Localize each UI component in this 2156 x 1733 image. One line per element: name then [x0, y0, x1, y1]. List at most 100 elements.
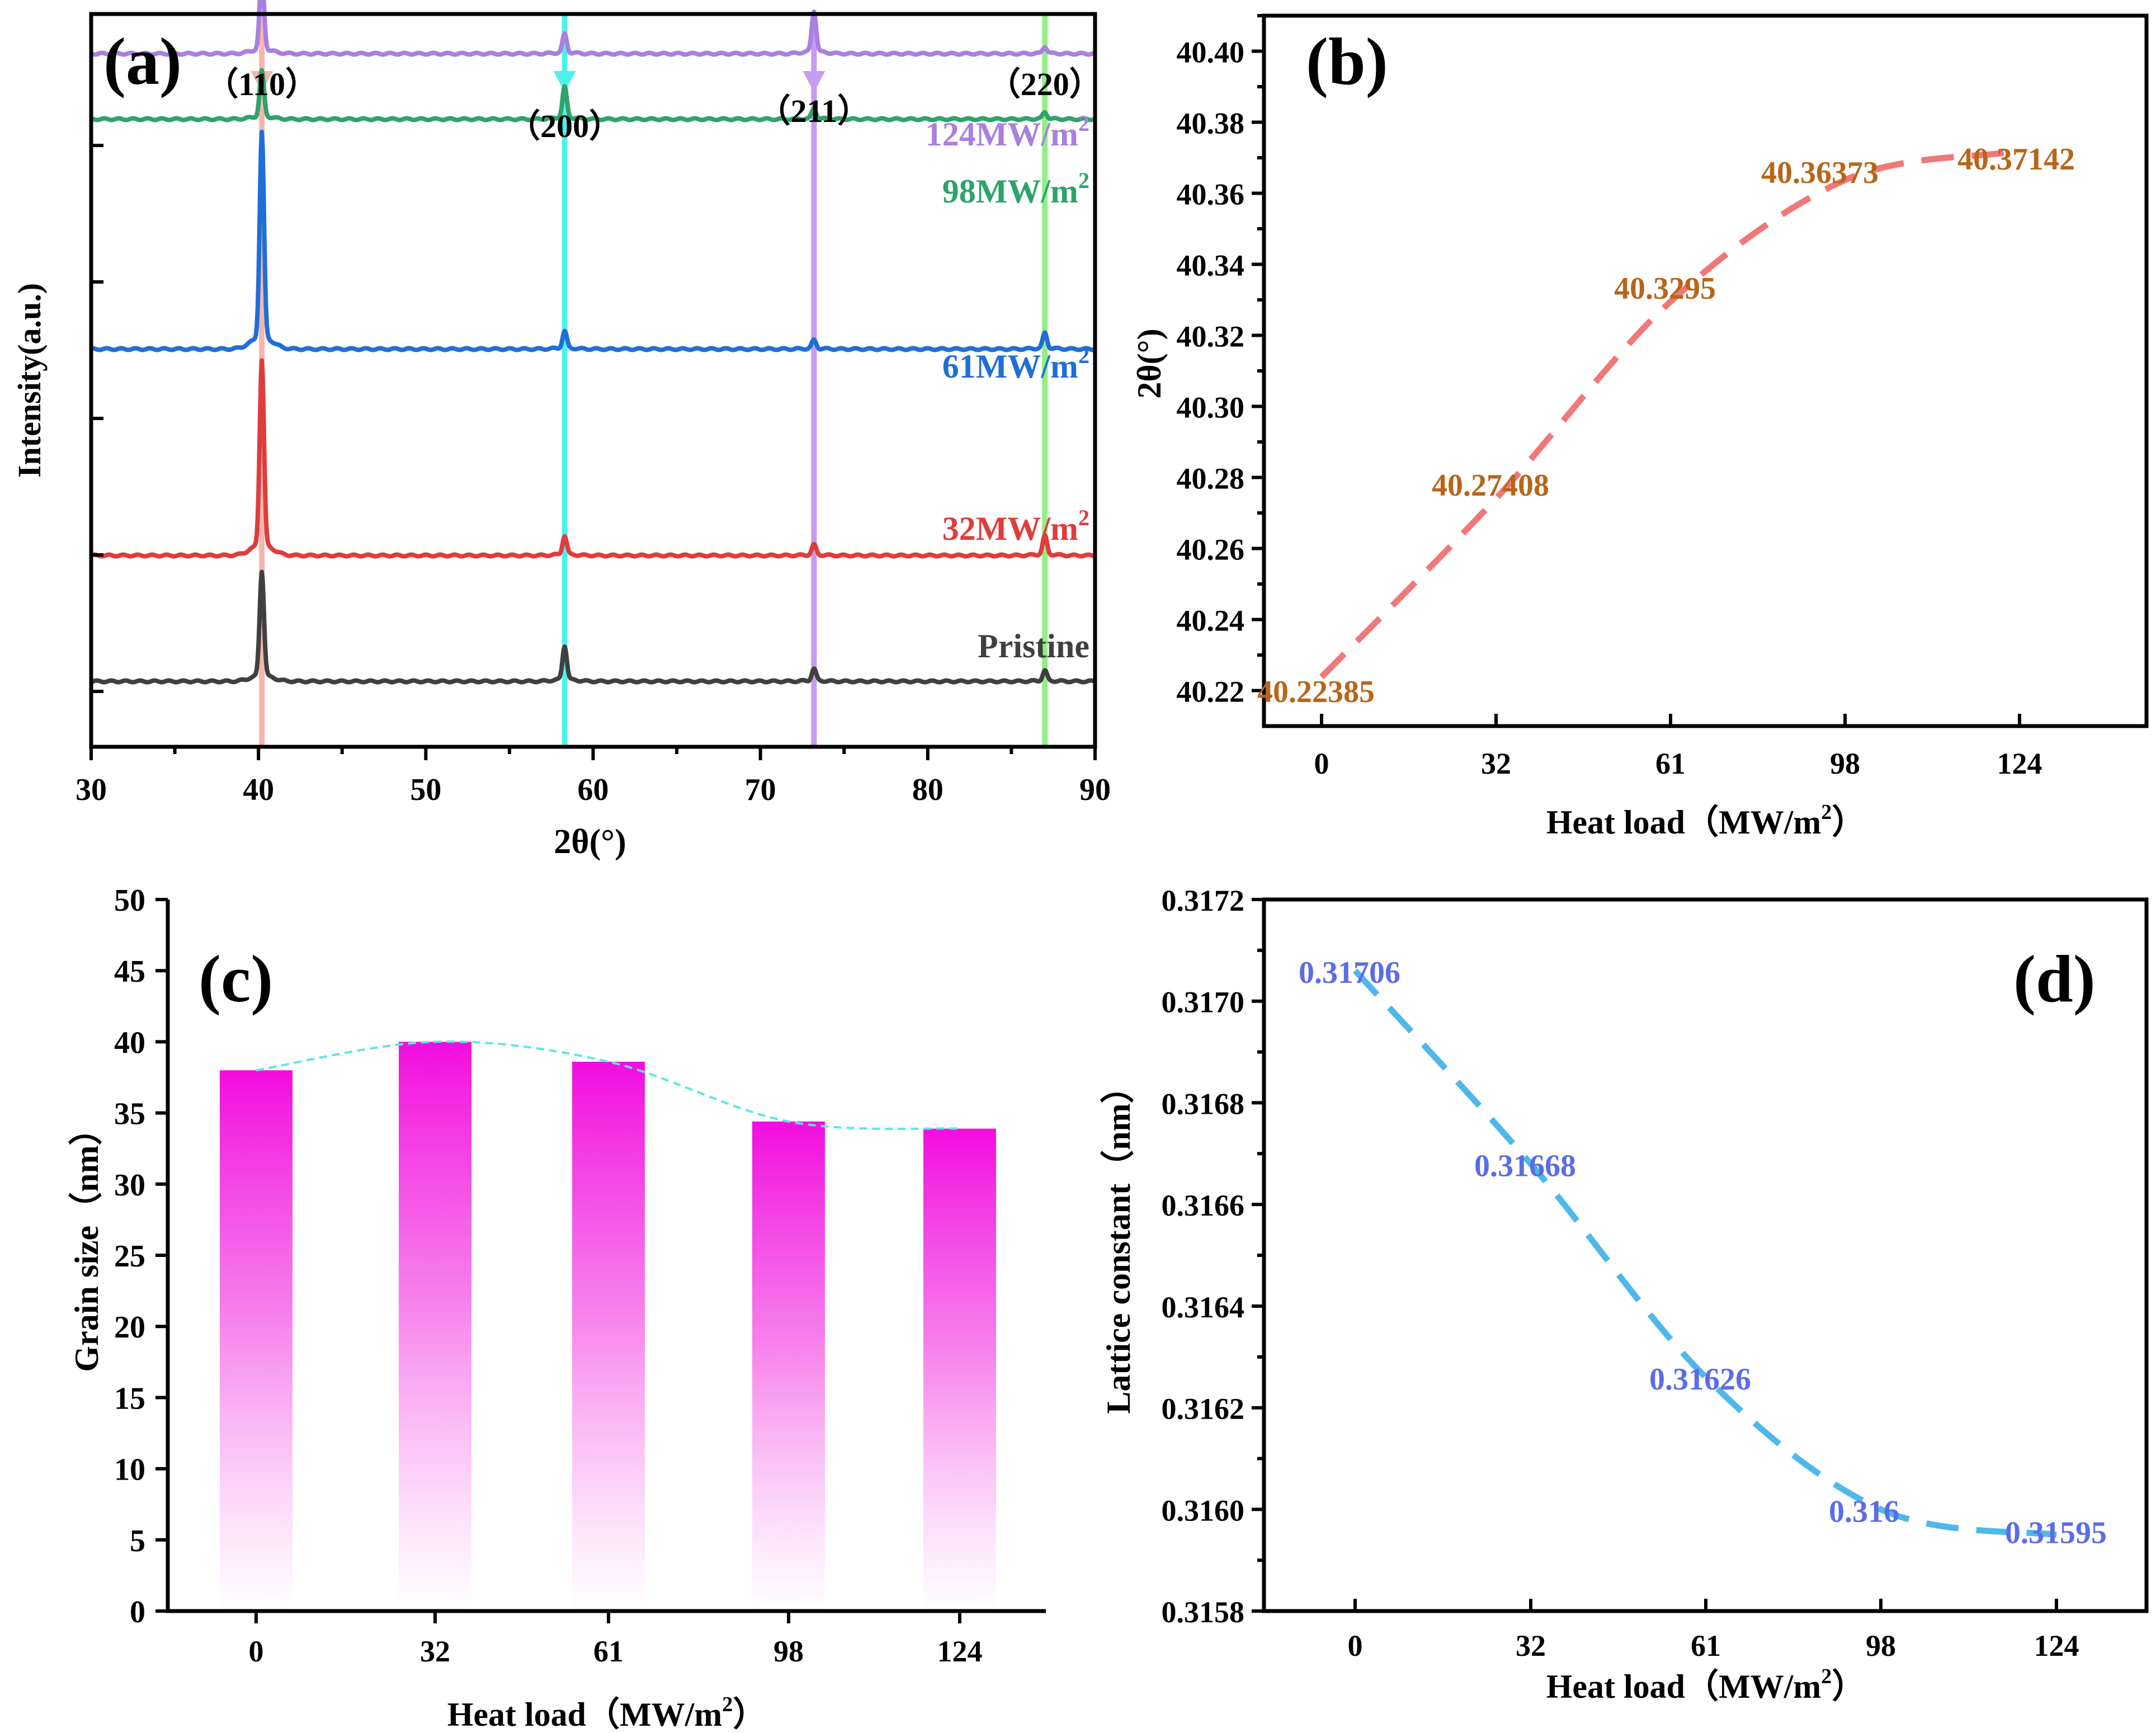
- a-series-label-main-1: 32MW/m: [942, 510, 1078, 547]
- a-series-label-main-0: Pristine: [978, 628, 1089, 665]
- c-bar-4: [923, 1128, 996, 1611]
- a-series-label-4: 124MW/m2: [926, 111, 1089, 153]
- d-point-label-3: 0.316: [1829, 1494, 1899, 1529]
- c-y-tick-label-10: 50: [114, 883, 145, 918]
- c-xlabel-end: ）: [733, 1696, 766, 1733]
- c-y-tick-label-0: 0: [130, 1595, 145, 1630]
- b-y-ticks: 40.22 40.24 40.26 40.28 40.30 40.32 40.34 40.36…: [1177, 14, 1264, 709]
- b-y-tick-label-8: 40.38: [1177, 107, 1245, 140]
- a-series-label-2: 61MW/m2: [942, 343, 1089, 385]
- a-series-label-3: 98MW/m2: [942, 168, 1089, 210]
- d-x-tick-label-2: 61: [1691, 1629, 1721, 1663]
- b-y-tick-label-6: 40.34: [1177, 249, 1245, 282]
- c-x-tick-label-4: 124: [937, 1635, 983, 1668]
- d-point-label-1: 0.31668: [1474, 1148, 1576, 1183]
- a-series-label-sup-4: 2: [1078, 111, 1089, 136]
- a-x-tick-label-0: 30: [76, 773, 107, 807]
- a-trace-2: [89, 129, 1097, 352]
- panel-b-two-theta: 40.22 40.24 40.26 40.28 40.30 40.32 40.34 40.36…: [1131, 13, 2149, 841]
- d-y-tick-label-7: 0.3172: [1162, 884, 1245, 917]
- d-x-tick-label-1: 32: [1516, 1629, 1546, 1663]
- a-trace-0: [89, 569, 1097, 685]
- a-hkl-label-2: （211）: [758, 93, 870, 129]
- a-y-axis-title: Intensity(a.u.): [11, 283, 48, 478]
- a-series-label-main-2: 61MW/m: [942, 348, 1078, 385]
- a-panel-label: (a): [103, 24, 182, 98]
- d-trend-line: [1352, 968, 2057, 1538]
- a-x-tick-label-6: 90: [1079, 773, 1111, 807]
- c-bar-1: [399, 1042, 471, 1611]
- d-y-tick-label-2: 0.3162: [1162, 1392, 1245, 1426]
- c-x-tick-label-0: 0: [249, 1635, 264, 1668]
- panel-c-grain-size: 0 5 10 15 20 25 30 35 40 45 50 0 32 61 98 124 (c) Heat…: [68, 883, 1046, 1733]
- b-x-tick-label-0: 0: [1314, 747, 1329, 780]
- c-y-tick-label-6: 30: [114, 1168, 145, 1203]
- b-xlabel-sup: 2: [1821, 800, 1832, 824]
- c-y-tick-label-2: 10: [114, 1453, 145, 1487]
- c-xlabel-main: Heat load（MW/m: [447, 1696, 723, 1733]
- b-y-tick-label-7: 40.36: [1177, 178, 1245, 211]
- a-series-label-main-4: 124MW/m: [926, 116, 1078, 153]
- b-xlabel-main: Heat load（MW/m: [1546, 803, 1822, 841]
- b-point-label-4: 40.37142: [1957, 142, 2075, 177]
- c-y-tick-label-4: 20: [114, 1310, 145, 1345]
- a-x-axis-title: 2θ(°): [554, 823, 626, 861]
- d-point-label-4: 0.31595: [2005, 1516, 2107, 1551]
- a-series-label-sup-2: 2: [1078, 343, 1089, 368]
- c-y-tick-label-1: 5: [130, 1524, 145, 1558]
- c-y-tick-label-7: 35: [114, 1097, 145, 1132]
- a-series-label-sup-3: 2: [1078, 168, 1089, 193]
- b-trend-line: [1319, 149, 2006, 679]
- d-x-ticks: 0 32 61 98 124: [1348, 1599, 2079, 1663]
- d-panel-label: (d): [2013, 941, 2096, 1016]
- c-x-axis-title: Heat load（MW/m2）: [447, 1693, 767, 1733]
- c-y-axis-title: Grain size（nm）: [68, 1112, 105, 1372]
- b-x-tick-label-3: 98: [1830, 747, 1860, 780]
- a-peak-arrow-1: [553, 71, 576, 92]
- panel-d-lattice-constant: 0.31580.31600.31620.31640.31660.31680.31…: [1100, 884, 2149, 1705]
- a-hkl-label-1: （200）: [508, 108, 621, 144]
- b-point-labels: 40.22385 40.27408 40.3295 40.36373 40.37142: [1257, 142, 2075, 709]
- d-point-labels: 0.31706 0.31668 0.31626 0.316 0.31595: [1299, 955, 2107, 1551]
- panel-a-xrd: 30 40 50 60 70 80 90 （110） （200） （211） （220） Pris…: [11, 0, 1111, 861]
- b-point-label-1: 40.27408: [1432, 468, 1549, 503]
- a-trace-3: [89, 68, 1097, 123]
- b-point-label-0: 40.22385: [1257, 675, 1375, 709]
- d-y-tick-label-5: 0.3168: [1162, 1087, 1245, 1120]
- c-y-tick-label-8: 40: [114, 1025, 145, 1060]
- a-hkl-label-3: （220）: [988, 66, 1102, 102]
- a-x-ticks: 30 40 50 60 70 80 90: [76, 747, 1111, 807]
- a-hkl-label-0: （110）: [206, 66, 318, 102]
- a-trace-4: [89, 0, 1097, 57]
- c-panel-label: (c): [199, 941, 273, 1016]
- c-bar-3: [752, 1121, 825, 1611]
- b-y-tick-label-3: 40.28: [1177, 462, 1245, 496]
- b-point-label-2: 40.3295: [1614, 271, 1716, 306]
- d-point-label-2: 0.31626: [1649, 1362, 1751, 1397]
- b-y-tick-label-9: 40.40: [1177, 36, 1245, 69]
- c-y-tick-label-9: 45: [114, 954, 145, 989]
- c-y-tick-label-5: 25: [114, 1239, 145, 1274]
- b-y-axis-title: 2θ(°): [1131, 328, 1168, 398]
- c-x-tick-label-3: 98: [773, 1635, 804, 1668]
- d-y-tick-label-0: 0.3158: [1162, 1595, 1245, 1629]
- c-y-ticks: 0 5 10 15 20 25 30 35 40 45 50: [114, 883, 168, 1630]
- b-x-tick-label-4: 124: [1997, 747, 2042, 780]
- b-x-axis-title: Heat load（MW/m2）: [1546, 800, 1866, 841]
- b-point-label-3: 40.36373: [1761, 156, 1879, 190]
- a-y-ticks: [91, 144, 103, 693]
- a-xrd-traces: [89, 0, 1097, 685]
- b-panel-label: (b): [1306, 24, 1388, 98]
- b-x-ticks: 0 32 61 98 124: [1314, 714, 2042, 780]
- d-y-tick-label-1: 0.3160: [1162, 1494, 1245, 1527]
- d-x-axis-title: Heat load（MW/m2）: [1546, 1665, 1866, 1705]
- c-xlabel-sup: 2: [722, 1693, 733, 1716]
- a-series-label-sup-1: 2: [1078, 505, 1089, 530]
- c-x-tick-label-2: 61: [593, 1635, 624, 1668]
- a-x-tick-label-2: 50: [410, 773, 441, 807]
- b-xlabel-end: ）: [1832, 803, 1865, 841]
- c-bar-0: [220, 1070, 293, 1611]
- a-x-tick-label-1: 40: [243, 773, 274, 807]
